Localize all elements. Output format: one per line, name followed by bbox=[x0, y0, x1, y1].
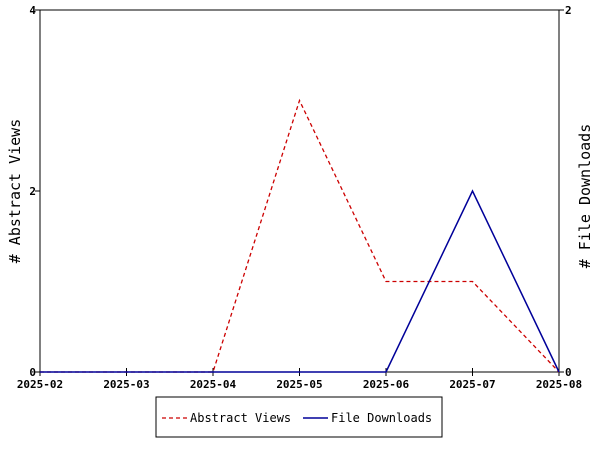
y-tick-label: 4 bbox=[29, 4, 36, 17]
x-tick-label: 2025-05 bbox=[276, 378, 322, 391]
y2-tick-label: 0 bbox=[565, 366, 572, 379]
legend: Abstract Views File Downloads bbox=[155, 396, 443, 438]
y-tick-label: 2 bbox=[29, 185, 36, 198]
y-axis-title: # Abstract Views bbox=[6, 119, 24, 264]
legend-label-abstract-views: Abstract Views bbox=[190, 411, 291, 425]
x-tick-label: 2025-06 bbox=[363, 378, 410, 391]
right-axis: 02 bbox=[559, 4, 572, 379]
series-layer bbox=[40, 98, 560, 373]
y2-axis-title: # File Downloads bbox=[576, 124, 594, 269]
legend-label-file-downloads: File Downloads bbox=[331, 411, 432, 425]
left-axis: 0 2 4 bbox=[29, 4, 40, 379]
x-axis: 2025-02 2025-03 2025-04 2025-05 2025-06 2025-… bbox=[17, 368, 582, 391]
legend-box bbox=[155, 396, 443, 438]
y-tick-label: 0 bbox=[29, 366, 36, 379]
x-tick-label: 2025-04 bbox=[190, 378, 237, 391]
x-tick-label: 2025-07 bbox=[449, 378, 495, 391]
y2-tick-label: 2 bbox=[565, 4, 572, 17]
series-line-abstract-views bbox=[40, 98, 560, 373]
x-tick-label: 2025-02 bbox=[17, 378, 63, 391]
plot-frame bbox=[39, 9, 560, 373]
x-tick-label: 2025-03 bbox=[103, 378, 149, 391]
series-line-file-downloads bbox=[40, 189, 560, 373]
x-tick-label: 2025-08 bbox=[536, 378, 582, 391]
